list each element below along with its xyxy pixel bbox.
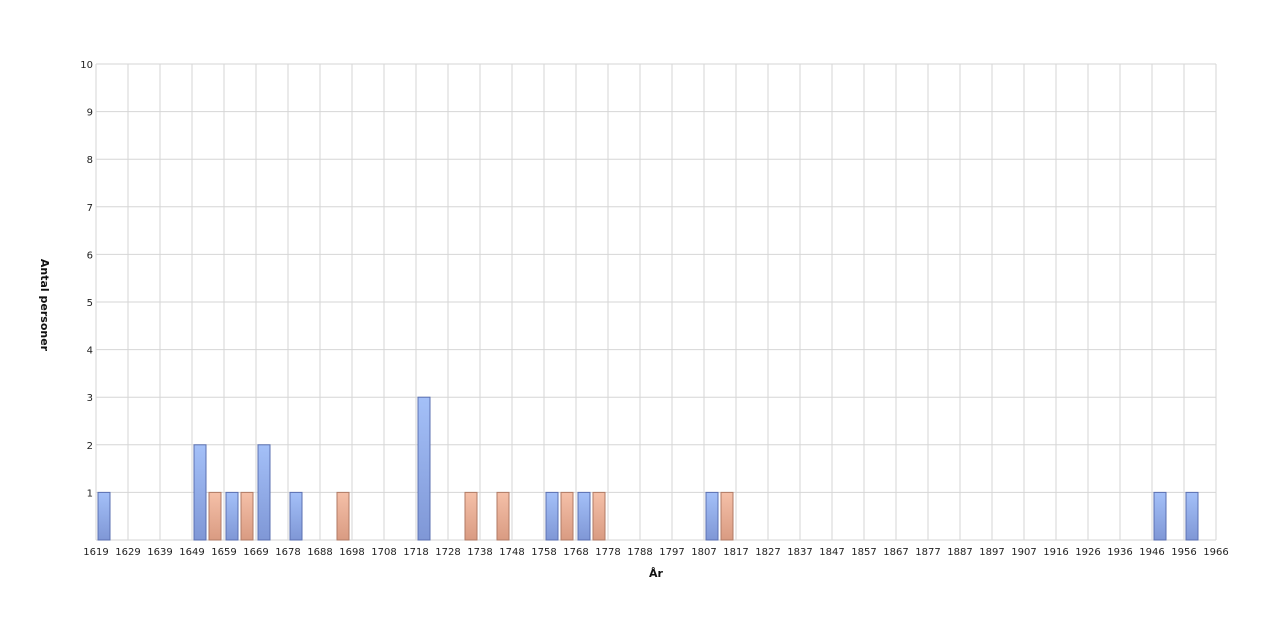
x-tick-label: 1956 [1171,547,1196,558]
x-tick-label: 1698 [339,547,364,558]
x-tick-label: 1966 [1203,547,1228,558]
x-tick-label: 1688 [307,547,332,558]
x-tick-label: 1619 [83,547,108,558]
y-tick-label: 4 [87,346,93,357]
bar-blue [97,491,111,541]
x-tick-label: 1748 [499,547,524,558]
grid-lines [95,63,1217,541]
bar-orange [560,491,574,541]
x-tick-label: 1897 [979,547,1004,558]
x-tick-label: 1788 [627,547,652,558]
bar-orange [464,491,478,541]
bars [97,396,1199,541]
x-tick-label: 1837 [787,547,812,558]
x-tick-label: 1768 [563,547,588,558]
x-tick-label: 1649 [179,547,204,558]
y-tick-label: 6 [87,250,93,261]
x-tick-label: 1659 [211,547,236,558]
x-tick-label: 1877 [915,547,940,558]
x-tick-label: 1936 [1107,547,1132,558]
bar-orange [208,491,222,541]
bar-blue [1185,491,1199,541]
bar-blue [705,491,719,541]
y-tick-label: 8 [87,155,93,166]
x-axis-ticks: 1619 1629 1639 1649 1659 1669 1678 1688 1698 1708… [83,547,1228,558]
bar-blue [193,444,207,541]
x-tick-label: 1827 [755,547,780,558]
x-tick-label: 1708 [371,547,396,558]
x-tick-label: 1887 [947,547,972,558]
bar-blue [417,396,431,541]
x-tick-label: 1718 [403,547,428,558]
bar-orange [496,491,510,541]
bar-blue [545,491,559,541]
bar-orange [720,491,734,541]
y-tick-label: 10 [80,60,93,71]
x-tick-label: 1926 [1075,547,1100,558]
y-tick-label: 5 [87,298,93,309]
x-tick-label: 1678 [275,547,300,558]
y-tick-label: 1 [87,488,93,499]
x-tick-label: 1907 [1011,547,1036,558]
x-tick-label: 1629 [115,547,140,558]
x-tick-label: 1669 [243,547,268,558]
bar-orange [240,491,254,541]
bar-blue [1153,491,1167,541]
x-tick-label: 1867 [883,547,908,558]
y-tick-label: 7 [87,203,93,214]
bar-orange [592,491,606,541]
y-axis-ticks: 1 2 3 4 5 6 7 8 9 10 [80,60,93,499]
bar-blue [225,491,239,541]
x-tick-label: 1797 [659,547,684,558]
x-tick-label: 1738 [467,547,492,558]
x-tick-label: 1639 [147,547,172,558]
y-tick-label: 9 [87,108,93,119]
bar-orange [336,491,350,541]
x-axis-title: År [649,567,664,580]
y-tick-label: 2 [87,441,93,452]
y-axis-title: Antal personer [38,259,51,352]
y-tick-label: 3 [87,393,93,404]
x-tick-label: 1916 [1043,547,1068,558]
x-tick-label: 1857 [851,547,876,558]
bar-blue [577,491,591,541]
x-tick-label: 1847 [819,547,844,558]
bar-blue [289,491,303,541]
x-tick-label: 1758 [531,547,556,558]
x-tick-label: 1778 [595,547,620,558]
x-tick-label: 1807 [691,547,716,558]
x-tick-label: 1817 [723,547,748,558]
x-tick-label: 1728 [435,547,460,558]
x-tick-label: 1946 [1139,547,1164,558]
bar-blue [257,444,271,541]
